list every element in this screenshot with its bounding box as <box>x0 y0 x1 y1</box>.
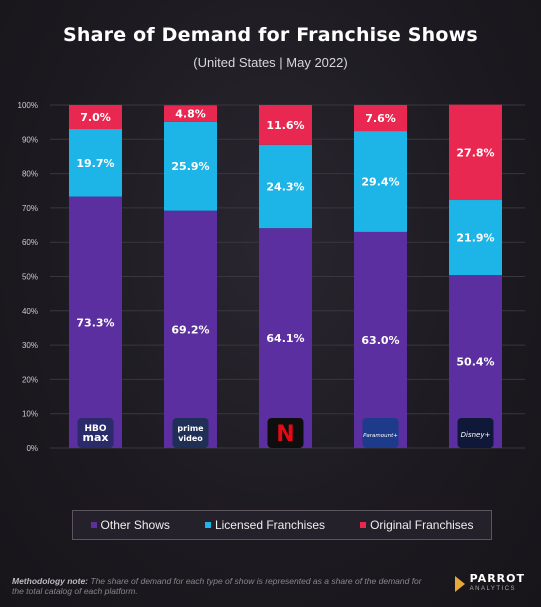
data-label: 73.3% <box>76 316 114 329</box>
legend-label: Other Shows <box>100 518 170 532</box>
bar-segment <box>164 121 217 211</box>
data-label: 29.4% <box>361 175 399 188</box>
logo-tile-bg <box>267 418 304 448</box>
legend-label: Original Franchises <box>370 518 474 532</box>
data-label: 64.1% <box>266 332 304 345</box>
disney-plus-logo: Disney+ <box>457 418 494 448</box>
bar-segment <box>259 105 312 145</box>
y-tick-label: 90% <box>22 135 38 144</box>
logo-line: video <box>178 434 203 443</box>
methodology-note-label: Methodology note: <box>12 576 89 586</box>
legend-item-other-shows: Other Shows <box>90 518 170 532</box>
paramount-plus-logo: Paramount+ <box>362 418 399 448</box>
legend-item-licensed-franchises: Licensed Franchises <box>204 518 326 532</box>
parrot-logo-icon <box>454 576 465 592</box>
netflix-n: N <box>276 422 294 447</box>
legend-item-original-franchises: Original Franchises <box>360 518 473 532</box>
legend-swatch-other-shows <box>90 522 97 528</box>
bar-segment <box>164 105 217 122</box>
netflix-logo: N <box>267 418 304 448</box>
legend-swatch-licensed-franchises <box>204 522 211 528</box>
y-tick-label: 80% <box>22 170 38 179</box>
stacked-bar-chart: 0% 10% 20% 30% 40% 50% 60% 70% 80% 90% 100% 73.3% 19… <box>18 101 525 453</box>
logo-line: prime <box>177 424 204 433</box>
bar-segment <box>449 200 502 276</box>
bar-segment <box>354 131 407 232</box>
legend-swatch-original-franchises <box>360 522 367 528</box>
logo-line: max <box>83 431 109 444</box>
bar-segment <box>354 231 407 448</box>
logo-tile-bg <box>457 418 494 448</box>
bar-segment <box>449 104 502 201</box>
data-label: 21.9% <box>456 232 494 245</box>
data-label: 19.7% <box>76 157 114 170</box>
y-tick-label: 50% <box>22 273 38 282</box>
data-label: 24.3% <box>266 180 304 193</box>
y-tick-label: 60% <box>22 238 38 247</box>
bar-segment <box>69 196 122 448</box>
logo-tile-bg <box>172 418 209 448</box>
bar-segment <box>259 228 312 448</box>
y-tick-label: 100% <box>18 101 38 110</box>
data-label: 7.6% <box>365 112 396 125</box>
methodology-note: Methodology note: The share of demand fo… <box>12 576 432 596</box>
data-label: 7.0% <box>80 111 111 124</box>
bar-segment <box>164 210 217 448</box>
bar-segment <box>259 144 312 229</box>
data-label: 27.8% <box>456 146 494 159</box>
parrot-analytics-brand: PARROT ANALYTICS <box>454 572 525 594</box>
legend: Other Shows Licensed Franchises Original… <box>72 510 492 540</box>
bar-segment <box>69 129 122 197</box>
chart-title: Share of Demand for Franchise Shows <box>63 24 478 46</box>
chart-area: 0% 10% 20% 30% 40% 50% 60% 70% 80% 90% 100% 73.3% 19… <box>0 90 541 480</box>
data-label: 63.0% <box>361 334 399 347</box>
logo-line: HBO <box>84 424 106 434</box>
y-tick-label: 30% <box>22 341 38 350</box>
brand-name: PARROT <box>469 572 525 585</box>
legend-label: Licensed Franchises <box>214 518 326 532</box>
data-label: 25.9% <box>171 160 209 173</box>
bar-segment <box>69 105 122 130</box>
data-label: 11.6% <box>266 119 304 132</box>
bar-segment <box>354 105 407 132</box>
logo-line: Disney+ <box>461 431 491 439</box>
y-tick-label: 10% <box>22 410 38 419</box>
data-label: 4.8% <box>175 108 206 121</box>
brand-sub: ANALYTICS <box>469 586 517 592</box>
data-label: 69.2% <box>171 323 209 336</box>
y-tick-label: 20% <box>22 375 38 384</box>
chart-subtitle: (United States | May 2022) <box>193 55 348 70</box>
methodology-note-text: The share of demand for each type of sho… <box>12 576 422 596</box>
logo-tile-bg <box>77 418 114 448</box>
logo-tile-bg <box>362 418 399 448</box>
y-tick-label: 0% <box>26 444 38 453</box>
y-tick-label: 40% <box>22 307 38 316</box>
data-label: 50.4% <box>456 356 494 369</box>
y-tick-label: 70% <box>22 204 38 213</box>
logo-line: Paramount+ <box>363 433 398 439</box>
